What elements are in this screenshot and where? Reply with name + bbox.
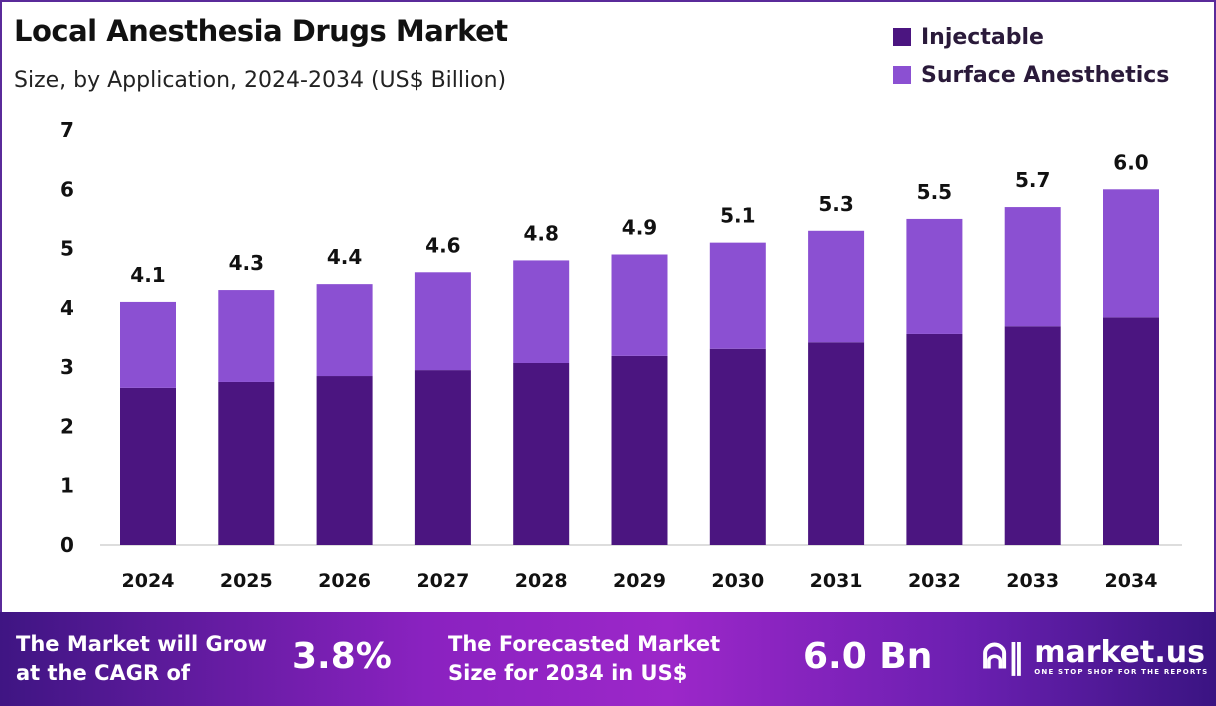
logo-icon: ᕱ‖: [982, 637, 1025, 677]
cagr-label: The Market will Grow at the CAGR of: [16, 630, 267, 688]
total-data-label: 4.3: [229, 251, 264, 275]
y-tick-label: 3: [60, 355, 74, 379]
forecast-label: The Forecasted Market Size for 2034 in US…: [448, 630, 720, 688]
total-data-label: 4.9: [622, 216, 657, 240]
cagr-label-line: at the CAGR of: [16, 661, 191, 685]
bar-surface-anesthetics: [1004, 207, 1061, 327]
total-data-label: 5.5: [917, 180, 952, 204]
bar-injectable: [611, 355, 668, 545]
legend-item-injectable: Injectable: [893, 18, 1169, 56]
x-tick-label: 2027: [416, 570, 469, 592]
bar-injectable: [414, 370, 471, 545]
chart-subtitle: Size, by Application, 2024-2034 (US$ Bil…: [14, 68, 507, 93]
forecast-label-line: Size for 2034 in US$: [448, 661, 688, 685]
total-data-label: 5.7: [1015, 168, 1050, 192]
forecast-value: 6.0 Bn: [803, 636, 933, 677]
legend-item-surface: Surface Anesthetics: [893, 56, 1169, 94]
bar-surface-anesthetics: [808, 230, 865, 343]
total-data-label: 4.8: [523, 221, 558, 245]
logo-tagline: ONE STOP SHOP FOR THE REPORTS: [1034, 668, 1209, 676]
bar-surface-anesthetics: [414, 272, 471, 371]
bar-surface-anesthetics: [906, 218, 963, 334]
x-tick-label: 2033: [1006, 570, 1059, 592]
bar-injectable: [808, 342, 865, 545]
x-tick-label: 2034: [1105, 570, 1158, 592]
x-tick-label: 2028: [515, 570, 568, 592]
x-tick-label: 2024: [122, 570, 175, 592]
x-tick-label: 2025: [220, 570, 273, 592]
y-tick-label: 6: [60, 177, 74, 201]
legend-swatch: [893, 66, 911, 84]
bar-surface-anesthetics: [120, 301, 176, 388]
x-tick-label: 2030: [711, 570, 764, 592]
total-data-label: 4.1: [130, 263, 165, 287]
forecast-label-line: The Forecasted Market: [448, 632, 721, 656]
bar-surface-anesthetics: [218, 290, 275, 382]
chart-plot: 0 1 2 3 4 5 6 7 4.1 2024 4.3 2025 4.4 2026 4.6 2027 4.8 2…: [60, 118, 1182, 592]
x-tick-label: 2029: [613, 570, 666, 592]
bar-injectable: [513, 362, 570, 545]
bar-injectable: [120, 387, 176, 545]
bar-surface-anesthetics: [709, 242, 766, 349]
bar-surface-anesthetics: [1103, 189, 1159, 318]
y-tick-label: 4: [60, 296, 74, 320]
chart-title: Local Anesthesia Drugs Market: [14, 14, 508, 48]
legend-swatch: [893, 28, 911, 46]
total-data-label: 4.4: [327, 245, 362, 269]
cagr-label-line: The Market will Grow: [16, 632, 267, 656]
bar-injectable: [1103, 317, 1159, 545]
total-data-label: 4.6: [425, 233, 460, 257]
x-tick-label: 2032: [908, 570, 961, 592]
y-tick-label: 7: [60, 118, 74, 142]
bar-injectable: [316, 376, 373, 545]
logo-name: market.us: [1034, 635, 1205, 670]
legend-label: Surface Anesthetics: [921, 62, 1170, 88]
bar-surface-anesthetics: [513, 260, 570, 363]
y-tick-label: 0: [60, 533, 74, 557]
total-data-label: 6.0: [1113, 150, 1148, 174]
legend-label: Injectable: [921, 24, 1044, 50]
y-tick-label: 1: [60, 474, 74, 498]
bar-injectable: [906, 333, 963, 545]
marketus-logo: ᕱ‖ market.us ONE STOP SHOP FOR THE REPORT…: [982, 637, 1208, 677]
bar-injectable: [218, 381, 275, 545]
footer-banner: The Market will Grow at the CAGR of 3.8% …: [0, 612, 1216, 706]
y-tick-label: 2: [60, 414, 74, 438]
total-data-label: 5.3: [818, 192, 853, 216]
cagr-value: 3.8%: [292, 636, 392, 677]
chart-frame: [0, 0, 1216, 612]
bar-injectable: [1004, 326, 1061, 545]
bar-surface-anesthetics: [611, 254, 668, 356]
y-tick-label: 5: [60, 237, 74, 261]
bar-surface-anesthetics: [316, 284, 373, 377]
total-data-label: 5.1: [720, 204, 755, 228]
x-tick-label: 2031: [810, 570, 863, 592]
bar-injectable: [709, 348, 766, 545]
x-tick-label: 2026: [318, 570, 371, 592]
legend: Injectable Surface Anesthetics: [893, 18, 1169, 94]
